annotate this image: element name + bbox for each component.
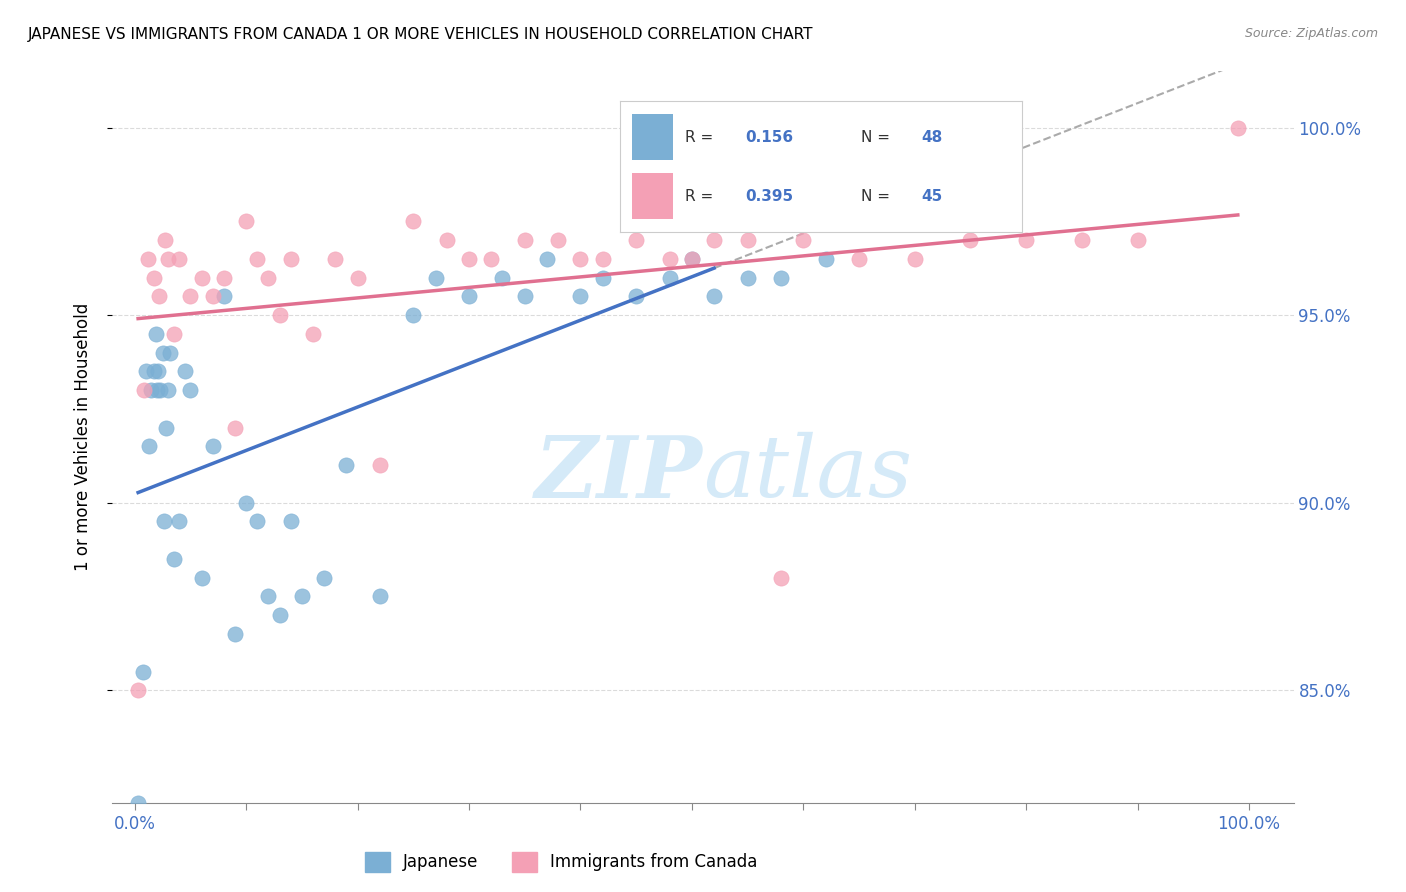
Point (681, 252, 703, 266)
Point (513, 289, 536, 303)
Point (201, 289, 224, 303)
Point (547, 233, 569, 247)
Point (224, 627, 246, 641)
Point (127, 796, 149, 810)
Point (179, 383, 201, 397)
Point (592, 270, 614, 285)
Point (135, 364, 157, 378)
Point (163, 552, 186, 566)
Point (138, 440, 160, 454)
Point (174, 364, 197, 378)
Point (491, 270, 513, 285)
Point (1226, 120, 1249, 135)
Point (127, 683, 149, 698)
Text: JAPANESE VS IMMIGRANTS FROM CANADA 1 OR MORE VEHICLES IN HOUSEHOLD CORRELATION C: JAPANESE VS IMMIGRANTS FROM CANADA 1 OR … (28, 27, 814, 42)
Point (624, 233, 647, 247)
Point (152, 345, 174, 359)
Point (190, 571, 212, 585)
Point (169, 515, 191, 529)
Point (1070, 233, 1092, 247)
Point (142, 270, 165, 285)
Text: Source: ZipAtlas.com: Source: ZipAtlas.com (1244, 27, 1378, 40)
Point (703, 289, 725, 303)
Point (159, 345, 181, 359)
Point (658, 270, 681, 285)
Point (212, 270, 235, 285)
Point (179, 289, 201, 303)
Point (136, 252, 159, 266)
Point (302, 326, 325, 341)
Point (235, 496, 257, 510)
Point (153, 233, 176, 247)
Point (163, 326, 186, 341)
Text: ZIP: ZIP (536, 432, 703, 516)
Point (1015, 233, 1038, 247)
Point (814, 252, 837, 266)
Point (402, 308, 425, 322)
Point (323, 252, 346, 266)
Point (146, 364, 169, 378)
Point (513, 233, 536, 247)
Point (536, 252, 558, 266)
Point (458, 289, 481, 303)
Point (737, 270, 759, 285)
Point (246, 515, 269, 529)
Point (146, 383, 169, 397)
Point (959, 233, 981, 247)
Point (436, 233, 458, 247)
Point (190, 270, 212, 285)
Point (145, 326, 167, 341)
Point (257, 590, 280, 604)
Point (269, 308, 291, 322)
Point (402, 214, 425, 228)
Point (157, 252, 180, 266)
Point (425, 270, 447, 285)
Point (132, 383, 155, 397)
Point (131, 665, 153, 679)
Point (848, 120, 870, 135)
Point (148, 289, 170, 303)
Point (142, 364, 165, 378)
Point (368, 590, 391, 604)
Point (335, 458, 357, 473)
Point (269, 608, 291, 623)
Point (149, 383, 172, 397)
Point (624, 289, 647, 303)
Point (792, 233, 814, 247)
Legend: Japanese, Immigrants from Canada: Japanese, Immigrants from Canada (359, 845, 765, 879)
Point (280, 515, 302, 529)
Point (201, 440, 224, 454)
Point (458, 252, 481, 266)
Point (848, 252, 870, 266)
Point (257, 270, 280, 285)
Point (569, 252, 592, 266)
Point (904, 252, 927, 266)
Point (212, 289, 235, 303)
Point (157, 383, 180, 397)
Point (346, 270, 368, 285)
Point (1126, 233, 1149, 247)
Point (479, 252, 502, 266)
Point (703, 233, 725, 247)
Point (224, 420, 246, 434)
Point (681, 252, 703, 266)
Point (152, 515, 174, 529)
Point (314, 571, 336, 585)
Point (155, 420, 177, 434)
Point (246, 252, 269, 266)
Point (280, 252, 302, 266)
Point (141, 383, 163, 397)
Text: atlas: atlas (703, 433, 912, 515)
Point (769, 270, 792, 285)
Point (769, 571, 792, 585)
Point (235, 214, 257, 228)
Point (169, 252, 191, 266)
Point (592, 252, 614, 266)
Point (658, 252, 681, 266)
Point (368, 458, 391, 473)
Point (737, 233, 759, 247)
Point (291, 590, 314, 604)
Y-axis label: 1 or more Vehicles in Household: 1 or more Vehicles in Household (73, 303, 91, 571)
Point (569, 289, 592, 303)
